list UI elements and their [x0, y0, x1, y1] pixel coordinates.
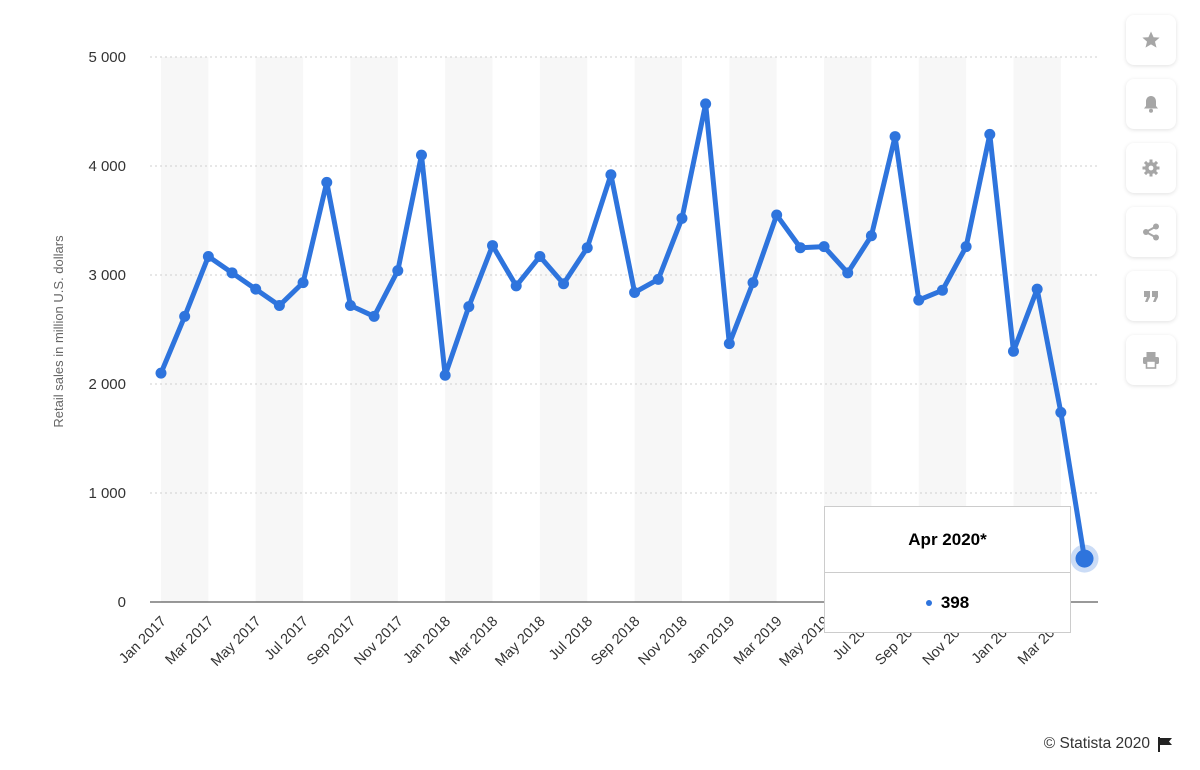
x-tick-label: Jan 2019: [685, 614, 739, 668]
x-tick-label: Nov 2017: [351, 614, 406, 669]
series-points: [155, 98, 1099, 573]
credits[interactable]: © Statista 2020: [1044, 735, 1174, 753]
data-point[interactable]: [700, 98, 712, 110]
data-point[interactable]: [1031, 283, 1043, 295]
data-point[interactable]: [368, 310, 380, 322]
data-point[interactable]: [558, 278, 570, 290]
column-band: [161, 57, 209, 602]
data-point[interactable]: [487, 240, 499, 252]
data-point[interactable]: [605, 169, 617, 181]
data-point[interactable]: [794, 242, 806, 254]
data-point[interactable]: [984, 128, 996, 140]
data-tooltip: Apr 2020* 398: [824, 506, 1071, 633]
grid-lines: [150, 56, 1098, 494]
bell-icon: [1144, 96, 1158, 113]
quote-icon: [1144, 291, 1158, 302]
data-point[interactable]: [226, 267, 238, 279]
share-icon: [1143, 223, 1159, 241]
tooltip-value-row: 398: [825, 573, 1070, 633]
y-tick-label: 2 000: [88, 376, 126, 393]
data-point[interactable]: [415, 149, 427, 161]
data-point[interactable]: [534, 250, 546, 262]
cite-button[interactable]: [1126, 271, 1176, 321]
x-tick-label: Nov 2018: [636, 614, 691, 669]
settings-button[interactable]: [1126, 143, 1176, 193]
data-point[interactable]: [202, 250, 214, 262]
data-point[interactable]: [392, 265, 404, 277]
data-point[interactable]: [155, 367, 167, 379]
data-point[interactable]: [818, 241, 830, 253]
x-tick-label: Jan 2017: [116, 614, 170, 668]
data-point[interactable]: [510, 280, 522, 292]
data-point[interactable]: [913, 294, 925, 306]
data-point[interactable]: [652, 273, 664, 285]
favorite-button[interactable]: [1126, 15, 1176, 65]
data-point[interactable]: [889, 131, 901, 143]
data-point[interactable]: [179, 310, 191, 322]
tooltip-value: 398: [940, 593, 970, 612]
data-point[interactable]: [865, 230, 877, 242]
data-point[interactable]: [273, 300, 285, 312]
credits-text: © Statista 2020: [1043, 735, 1150, 752]
y-tick-label: 5 000: [88, 49, 126, 66]
data-point[interactable]: [321, 176, 333, 188]
gear-icon: [1142, 159, 1160, 177]
x-tick-label: Sep 2017: [304, 614, 359, 669]
data-point[interactable]: [344, 300, 356, 312]
data-point[interactable]: [676, 212, 688, 224]
data-point[interactable]: [936, 284, 948, 296]
x-tick-label: May 2018: [492, 614, 548, 670]
star-icon: [1142, 31, 1160, 48]
tooltip-title: Apr 2020*: [825, 507, 1070, 573]
share-button[interactable]: [1126, 207, 1176, 257]
y-axis-ticks: 0 1 000 2 000 3 000 4 000 5 000: [88, 49, 126, 611]
data-point[interactable]: [297, 277, 309, 289]
print-button[interactable]: [1126, 335, 1176, 385]
y-tick-label: 1 000: [88, 485, 126, 502]
column-band: [539, 57, 588, 602]
data-point[interactable]: [842, 267, 854, 279]
data-point[interactable]: [581, 242, 593, 254]
column-band: [350, 57, 398, 602]
y-tick-label: 4 000: [88, 158, 126, 175]
flag-icon: [1158, 737, 1172, 752]
y-tick-label: 0: [118, 594, 126, 611]
data-point[interactable]: [250, 283, 262, 295]
data-point[interactable]: [463, 301, 475, 313]
column-band: [445, 57, 493, 602]
tooltip-marker: [925, 600, 932, 606]
x-tick-label: Sep 2018: [588, 614, 643, 669]
y-tick-label: 3 000: [88, 267, 126, 284]
data-point[interactable]: [960, 241, 972, 253]
data-point[interactable]: [747, 277, 759, 289]
x-tick-label: May 2017: [208, 614, 264, 670]
data-point[interactable]: [439, 369, 451, 381]
column-band: [634, 57, 682, 602]
x-tick-label: Jan 2018: [400, 614, 454, 668]
data-point[interactable]: [1007, 345, 1019, 357]
data-point[interactable]: [629, 286, 641, 298]
print-icon: [1143, 352, 1159, 369]
y-axis-label: Retail sales in million U.S. dollars: [51, 235, 66, 428]
data-point[interactable]: [1055, 406, 1067, 418]
series-line: [158, 101, 1088, 562]
column-band: [255, 57, 304, 602]
notification-button[interactable]: [1126, 79, 1176, 129]
data-point[interactable]: [723, 338, 735, 350]
highlighted-point[interactable]: [1075, 549, 1094, 568]
data-point[interactable]: [771, 209, 783, 221]
